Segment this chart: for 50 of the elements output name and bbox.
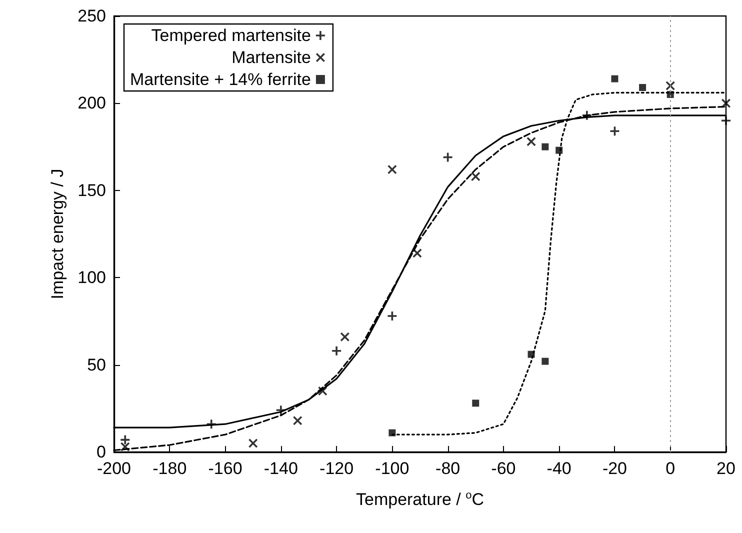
point bbox=[471, 172, 480, 181]
point bbox=[206, 420, 216, 429]
point bbox=[611, 75, 618, 82]
x-tick-label: -180 bbox=[152, 459, 187, 478]
x-tick-label: -20 bbox=[602, 459, 628, 478]
point bbox=[472, 400, 480, 407]
y-tick-label: 50 bbox=[87, 355, 106, 374]
point bbox=[542, 358, 549, 365]
point bbox=[610, 126, 620, 136]
legend-label: Martensite bbox=[232, 48, 311, 67]
y-tick-label: 250 bbox=[78, 6, 106, 26]
point bbox=[332, 346, 342, 356]
point bbox=[582, 110, 592, 120]
point bbox=[526, 137, 536, 146]
point bbox=[666, 90, 674, 98]
x-tick-label: -60 bbox=[491, 459, 516, 478]
point bbox=[388, 429, 396, 436]
y-tick-label: 100 bbox=[78, 268, 106, 288]
point bbox=[722, 98, 730, 108]
y-tick-label: 200 bbox=[78, 94, 106, 113]
point bbox=[556, 146, 563, 154]
point bbox=[248, 438, 258, 448]
point bbox=[293, 416, 302, 426]
y-axis-title: Impact energy / J bbox=[48, 168, 67, 300]
point bbox=[340, 332, 350, 342]
point bbox=[528, 350, 535, 358]
legend-label: Tempered martensite bbox=[151, 26, 311, 45]
x-tick-label: -80 bbox=[436, 459, 460, 478]
point bbox=[388, 164, 397, 174]
x-tick-label: -140 bbox=[264, 459, 298, 478]
point bbox=[542, 143, 549, 150]
x-tick-label: 0 bbox=[666, 459, 676, 478]
x-tick-label: 20 bbox=[716, 459, 736, 478]
x-tick-label: -100 bbox=[375, 459, 410, 478]
legend-label: Martensite + 14% ferrite bbox=[130, 70, 311, 89]
x-tick-label: -120 bbox=[320, 459, 354, 478]
point bbox=[722, 116, 730, 126]
point bbox=[639, 84, 646, 92]
point bbox=[276, 406, 286, 415]
y-tick-label: 0 bbox=[96, 442, 106, 462]
x-tick-label: -200 bbox=[96, 459, 132, 478]
x-tick-label: -160 bbox=[208, 459, 242, 478]
x-tick-label: -40 bbox=[546, 459, 572, 478]
y-tick-label: 150 bbox=[78, 180, 106, 200]
point bbox=[120, 442, 130, 452]
point bbox=[388, 311, 397, 320]
point bbox=[412, 248, 422, 258]
point bbox=[318, 386, 328, 396]
point bbox=[666, 81, 675, 90]
point bbox=[120, 435, 130, 444]
